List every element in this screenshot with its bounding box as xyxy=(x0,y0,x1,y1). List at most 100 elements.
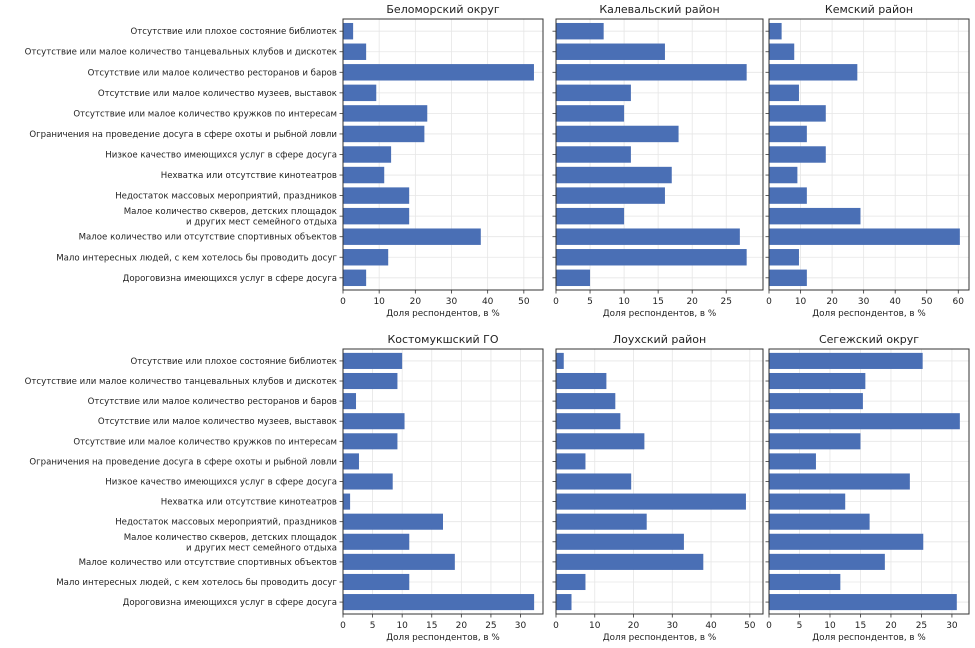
x-axis-label: Доля респондентов, в % xyxy=(386,633,500,643)
x-tick-label: 20 xyxy=(628,621,640,631)
category-label: Отсутствие или малое количество ресторан… xyxy=(88,68,337,78)
bar xyxy=(343,513,443,530)
category-label: Ограничения на проведение досуга в сфере… xyxy=(29,130,337,140)
bar xyxy=(343,533,410,550)
category-label-line: Низкое качество имеющихся услуг в сфере … xyxy=(105,151,337,161)
bar xyxy=(769,84,799,102)
bar xyxy=(343,166,385,184)
bar xyxy=(556,573,586,591)
category-label: Отсутствие или малое количество музеев, … xyxy=(98,89,337,99)
bar xyxy=(769,413,960,430)
x-tick-label: 15 xyxy=(855,621,866,631)
bar xyxy=(343,43,367,60)
category-label-line: Дороговизна имеющихся услуг в сфере досу… xyxy=(123,598,337,608)
bar xyxy=(556,207,625,225)
bar xyxy=(556,413,621,430)
bar xyxy=(343,22,354,40)
bar xyxy=(343,249,389,266)
x-tick-label: 20 xyxy=(410,297,422,307)
bar xyxy=(343,352,403,369)
bar xyxy=(769,513,870,530)
bar xyxy=(343,125,425,143)
x-axis-label: Доля респондентов, в % xyxy=(386,309,500,319)
x-tick-label: 50 xyxy=(921,297,933,307)
bar xyxy=(556,352,564,369)
category-label-line: Малое количество скверов, детских площад… xyxy=(124,207,337,217)
bar xyxy=(769,493,846,510)
subplot-title: Кемский район xyxy=(825,3,913,16)
x-tick-label: 40 xyxy=(482,297,494,307)
category-label: Отсутствие или малое количество танцевал… xyxy=(25,377,337,387)
bar xyxy=(556,453,586,470)
bar xyxy=(769,228,960,245)
bar xyxy=(343,453,359,470)
x-tick-label: 5 xyxy=(797,621,803,631)
subplot-title: Лоухский район xyxy=(613,333,706,346)
bar xyxy=(343,207,410,225)
x-tick-label: 0 xyxy=(553,621,559,631)
subplot-title: Беломорский округ xyxy=(386,3,499,16)
category-label-line: Мало интересных людей, с кем хотелось бы… xyxy=(56,253,337,263)
x-tick-label: 60 xyxy=(953,297,965,307)
bar xyxy=(343,473,393,490)
bar xyxy=(556,473,632,490)
bar xyxy=(556,22,604,40)
x-tick-label: 0 xyxy=(766,621,772,631)
category-label: Малое количество или отсутствие спортивн… xyxy=(79,558,337,568)
bar xyxy=(343,146,392,163)
bar xyxy=(556,433,645,450)
category-label-line: Отсутствие или плохое состояние библиоте… xyxy=(131,357,337,367)
category-label: Недостаток массовых мероприятий, праздни… xyxy=(115,192,337,202)
category-label-line: и других мест семейного отдыха xyxy=(186,218,337,228)
bar xyxy=(769,166,798,184)
subplot-1: Отсутствие или плохое состояние библиоте… xyxy=(25,3,544,319)
category-label-line: Ограничения на проведение досуга в сфере… xyxy=(29,130,337,140)
bar xyxy=(556,125,679,143)
bar xyxy=(343,433,398,450)
bar xyxy=(769,187,807,204)
bar xyxy=(769,43,795,60)
category-label-line: Отсутствие или плохое состояние библиоте… xyxy=(131,27,337,37)
bar xyxy=(343,269,367,287)
bar xyxy=(343,594,535,611)
category-label: Недостаток массовых мероприятий, праздни… xyxy=(115,518,337,528)
category-label-line: Отсутствие или малое количество музеев, … xyxy=(98,417,337,427)
bar xyxy=(556,43,665,60)
category-label: Мало интересных людей, с кем хотелось бы… xyxy=(56,578,337,588)
bar xyxy=(556,228,740,245)
bar xyxy=(769,594,957,611)
category-label-line: Отсутствие или малое количество танцевал… xyxy=(25,48,337,58)
category-label-line: Дороговизна имеющихся услуг в сфере досу… xyxy=(123,274,337,284)
x-tick-label: 50 xyxy=(518,297,530,307)
x-tick-label: 5 xyxy=(370,621,376,631)
bar xyxy=(769,553,885,570)
subplot-2: 0 5 10 15 20 25 Калевальский район Доля респонд… xyxy=(552,3,764,319)
category-label: Малое количество или отсутствие спортивн… xyxy=(79,233,337,243)
category-label-line: Недостаток массовых мероприятий, праздни… xyxy=(115,192,337,202)
bar xyxy=(556,166,672,184)
x-tick-label: 30 xyxy=(667,621,679,631)
category-label-line: Малое количество скверов, детских площад… xyxy=(124,533,337,543)
category-label: Отсутствие или малое количество кружков … xyxy=(73,109,337,119)
x-tick-label: 10 xyxy=(396,621,408,631)
category-label-line: Отсутствие или малое количество ресторан… xyxy=(88,68,337,78)
x-tick-label: 20 xyxy=(456,621,468,631)
category-label: Отсутствие или малое количество танцевал… xyxy=(25,48,337,58)
x-tick-label: 30 xyxy=(946,621,958,631)
bar xyxy=(769,22,782,40)
bar xyxy=(769,352,923,369)
x-axis-label: Доля респондентов, в % xyxy=(603,633,717,643)
x-tick-label: 20 xyxy=(826,297,838,307)
bar xyxy=(769,269,807,287)
category-label-line: Низкое качество имеющихся услуг в сфере … xyxy=(105,478,337,488)
category-label: Отсутствие или плохое состояние библиоте… xyxy=(131,27,337,37)
bar xyxy=(556,84,631,102)
bar xyxy=(769,64,858,81)
bar xyxy=(769,453,816,470)
x-tick-label: 25 xyxy=(721,297,732,307)
bar xyxy=(556,594,572,611)
category-label: Отсутствие или малое количество музеев, … xyxy=(98,417,337,427)
category-label: Малое количество скверов, детских площад… xyxy=(124,207,337,228)
category-label-line: Отсутствие или малое количество ресторан… xyxy=(88,397,337,407)
